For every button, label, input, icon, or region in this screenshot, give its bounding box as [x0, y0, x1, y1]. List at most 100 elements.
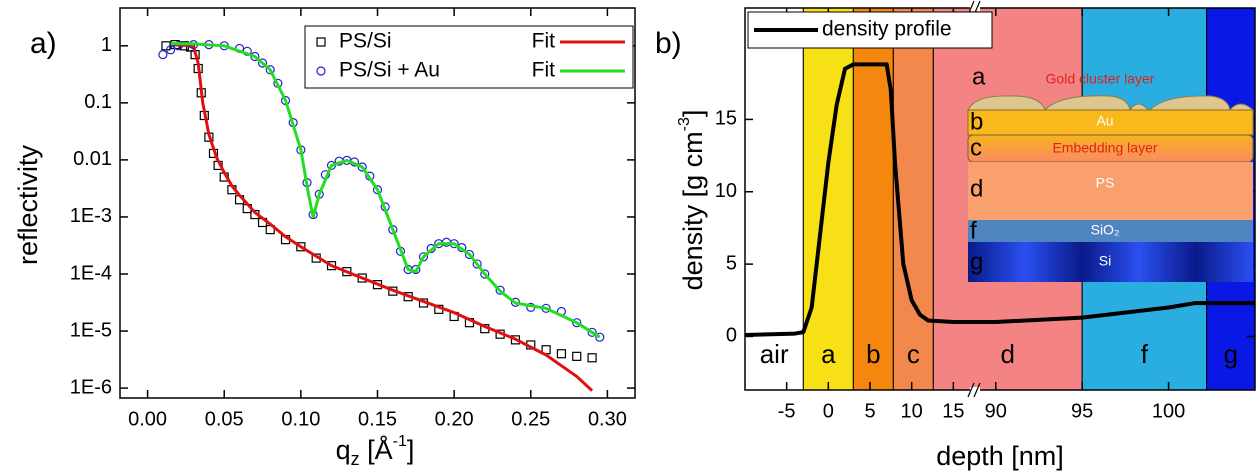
layer-fill [892, 7, 934, 391]
fit-line [170, 43, 594, 392]
x-tick-label: 10 [901, 400, 923, 422]
inset-letter: d [970, 175, 983, 202]
panel-label: a) [30, 27, 57, 60]
y-tick-label: 1E-3 [70, 205, 112, 227]
data-point [587, 327, 597, 337]
inset-letter: c [970, 134, 982, 161]
legend-label: PS/Si [339, 30, 392, 53]
legend-swatch [316, 66, 326, 76]
x-tick-label: 0.25 [511, 408, 550, 430]
inset-letter: a [972, 63, 986, 90]
inset-caption: Embedding layer [1052, 140, 1157, 156]
x-label-end: ] [407, 435, 415, 465]
inset-band [968, 162, 1253, 220]
y-tick-label: 5 [726, 252, 737, 274]
inset-band [968, 220, 1253, 242]
y-label-main: density [g cm [678, 131, 708, 290]
inset-letter: g [970, 248, 983, 275]
x-tick-label: 15 [942, 400, 964, 422]
axis-break-gap [970, 5, 980, 11]
x-axis-label: qz [Å-1] [336, 433, 415, 469]
data-point [464, 249, 475, 260]
fit-line [170, 41, 601, 339]
data-point [158, 50, 168, 60]
layer-label: b [866, 339, 880, 369]
x-tick-label: 0.05 [205, 408, 244, 430]
y-tick-label: 0.01 [73, 148, 112, 170]
inset-letter: f [970, 217, 977, 244]
y-tick-label: 15 [715, 108, 737, 130]
inset-letter: b [970, 108, 983, 135]
x-tick-label: 0.10 [281, 408, 320, 430]
y-tick-label: 1E-5 [70, 319, 112, 341]
x-tick-label: 0.15 [358, 408, 397, 430]
data-point [556, 349, 567, 359]
y-label-end: ] [678, 110, 708, 118]
layer-label: air [760, 339, 789, 369]
layer-inset: a Gold cluster layer b Au c Embedding la… [967, 63, 1255, 282]
axis-break-gap [970, 387, 980, 393]
x-label-main: q [336, 435, 351, 465]
axis-break-mark [967, 382, 975, 398]
data-point [480, 269, 490, 279]
data-point [173, 41, 183, 51]
data-point [357, 162, 367, 172]
data-point [572, 351, 582, 361]
y-tick-label: 1E-6 [70, 376, 112, 398]
legend-swatch [316, 37, 326, 47]
y-tick-label: 0 [726, 325, 737, 347]
layer-fill [744, 7, 804, 391]
data-point [495, 285, 505, 295]
data-point [257, 58, 268, 68]
legend-label: Fit [532, 59, 555, 82]
cluster-bumps [967, 95, 1255, 111]
y-axis-label: density [g cm-3] [676, 110, 708, 291]
x-tick-label: 0.20 [435, 408, 474, 430]
x-label-sup: -1 [393, 433, 407, 450]
data-point [572, 318, 582, 328]
x-tick-label: 95 [1071, 400, 1093, 422]
layer-label: f [1141, 339, 1149, 369]
legend-box [304, 25, 634, 89]
layer-label: d [1001, 339, 1015, 369]
axis-break-mark [973, 382, 981, 398]
x-label-rest: [Å [360, 434, 393, 465]
data-point [595, 332, 605, 342]
legend-label: PS/Si + Au [339, 59, 440, 82]
x-tick-label: 5 [864, 400, 875, 422]
y-label-sup: -3 [676, 117, 693, 131]
inset-caption: Gold cluster layer [1046, 71, 1155, 87]
layer-fill [802, 7, 854, 391]
panel-label: b) [655, 27, 682, 60]
data-point [418, 252, 429, 262]
y-tick-label: 1E-4 [70, 262, 112, 284]
inset-caption: Au [1096, 113, 1113, 129]
plot-frame [744, 7, 1256, 391]
data-point [296, 242, 306, 252]
series-group [158, 39, 605, 392]
x-tick-label: 0 [823, 400, 834, 422]
layer-label: a [821, 339, 836, 369]
y-tick-label: 1 [101, 34, 112, 56]
inset-caption: SiO₂ [1091, 222, 1120, 238]
layer-label: c [907, 339, 920, 369]
y-tick-label: 10 [715, 180, 737, 202]
inset-caption: Si [1099, 253, 1111, 269]
x-tick-label: -5 [778, 400, 796, 422]
inset-band [968, 242, 1253, 282]
data-point [265, 65, 275, 75]
x-tick-label: 0.00 [128, 408, 167, 430]
legend-label: Fit [532, 30, 555, 53]
legend-label: density profile [822, 18, 952, 41]
x-tick-label: 100 [1152, 400, 1185, 422]
x-tick-label: 90 [985, 400, 1007, 422]
data-point [472, 259, 482, 269]
inset-band [967, 109, 1254, 136]
y-axis-label: reflectivity [13, 144, 43, 265]
x-tick-label: 0.30 [588, 408, 627, 430]
x-label-sub: z [351, 449, 360, 469]
y-tick-label: 0.1 [84, 91, 112, 113]
layer-label: g [1224, 339, 1238, 369]
data-point [165, 45, 176, 55]
